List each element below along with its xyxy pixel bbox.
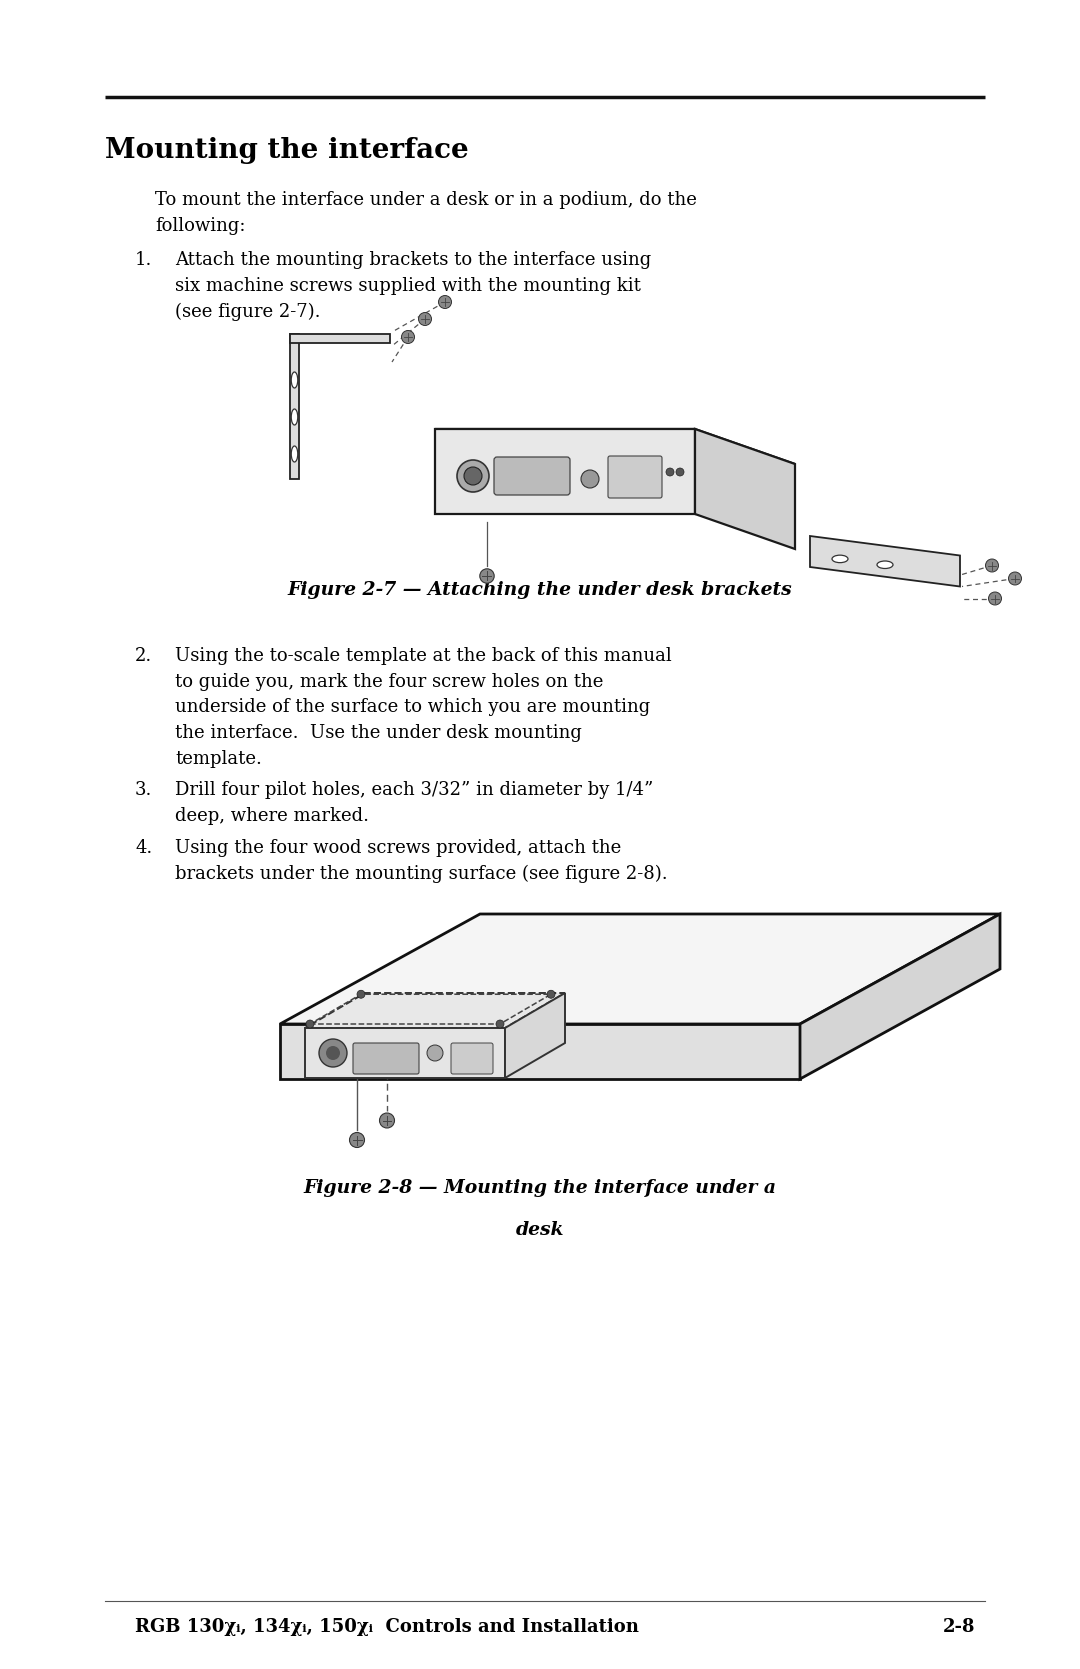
- Circle shape: [438, 295, 451, 309]
- Text: 2.: 2.: [135, 648, 152, 664]
- Circle shape: [546, 990, 555, 998]
- FancyBboxPatch shape: [608, 456, 662, 497]
- Circle shape: [418, 312, 432, 325]
- Text: desk: desk: [516, 1222, 564, 1238]
- Polygon shape: [280, 1025, 800, 1078]
- Circle shape: [496, 1020, 504, 1028]
- Text: Drill four pilot holes, each 3/32” in diameter by 1/4”
deep, where marked.: Drill four pilot holes, each 3/32” in di…: [175, 781, 653, 824]
- Circle shape: [666, 467, 674, 476]
- Circle shape: [326, 1046, 340, 1060]
- Text: Using the to-scale template at the back of this manual
to guide you, mark the fo: Using the to-scale template at the back …: [175, 648, 672, 768]
- Ellipse shape: [292, 372, 298, 387]
- Text: RGB 130χᵢ, 134χᵢ, 150χᵢ  Controls and Installation: RGB 130χᵢ, 134χᵢ, 150χᵢ Controls and Ins…: [135, 1617, 639, 1636]
- Polygon shape: [505, 993, 565, 1078]
- Ellipse shape: [292, 446, 298, 462]
- FancyBboxPatch shape: [451, 1043, 492, 1073]
- Text: Figure 2-7 — Attaching the under desk brackets: Figure 2-7 — Attaching the under desk br…: [287, 581, 793, 599]
- Polygon shape: [810, 536, 960, 586]
- Circle shape: [427, 1045, 443, 1061]
- Text: Attach the mounting brackets to the interface using
six machine screws supplied : Attach the mounting brackets to the inte…: [175, 250, 651, 320]
- Circle shape: [306, 1020, 314, 1028]
- Ellipse shape: [832, 556, 848, 562]
- Text: 1.: 1.: [135, 250, 152, 269]
- Circle shape: [350, 1133, 365, 1148]
- Polygon shape: [305, 1028, 505, 1078]
- Text: Mounting the interface: Mounting the interface: [105, 137, 469, 164]
- Circle shape: [402, 330, 415, 344]
- FancyBboxPatch shape: [494, 457, 570, 496]
- Circle shape: [986, 559, 999, 572]
- Polygon shape: [435, 429, 696, 514]
- Polygon shape: [305, 993, 565, 1028]
- Polygon shape: [696, 429, 795, 549]
- Circle shape: [581, 471, 599, 487]
- Circle shape: [319, 1040, 347, 1066]
- Polygon shape: [280, 915, 1000, 1025]
- Circle shape: [457, 461, 489, 492]
- Text: 4.: 4.: [135, 840, 152, 856]
- Polygon shape: [435, 429, 795, 464]
- Text: 2-8: 2-8: [943, 1617, 975, 1636]
- Polygon shape: [291, 334, 390, 344]
- Text: Using the four wood screws provided, attach the
brackets under the mounting surf: Using the four wood screws provided, att…: [175, 840, 667, 883]
- Circle shape: [480, 569, 495, 582]
- Ellipse shape: [877, 561, 893, 569]
- Polygon shape: [291, 334, 299, 479]
- Circle shape: [379, 1113, 394, 1128]
- Circle shape: [988, 592, 1001, 604]
- Circle shape: [464, 467, 482, 486]
- Circle shape: [676, 467, 684, 476]
- Polygon shape: [800, 915, 1000, 1078]
- Circle shape: [1009, 572, 1022, 586]
- Text: 3.: 3.: [135, 781, 152, 799]
- Ellipse shape: [292, 409, 298, 426]
- Text: Figure 2-8 — Mounting the interface under a: Figure 2-8 — Mounting the interface unde…: [303, 1178, 777, 1197]
- Text: To mount the interface under a desk or in a podium, do the
following:: To mount the interface under a desk or i…: [156, 190, 697, 235]
- Circle shape: [357, 990, 365, 998]
- FancyBboxPatch shape: [353, 1043, 419, 1073]
